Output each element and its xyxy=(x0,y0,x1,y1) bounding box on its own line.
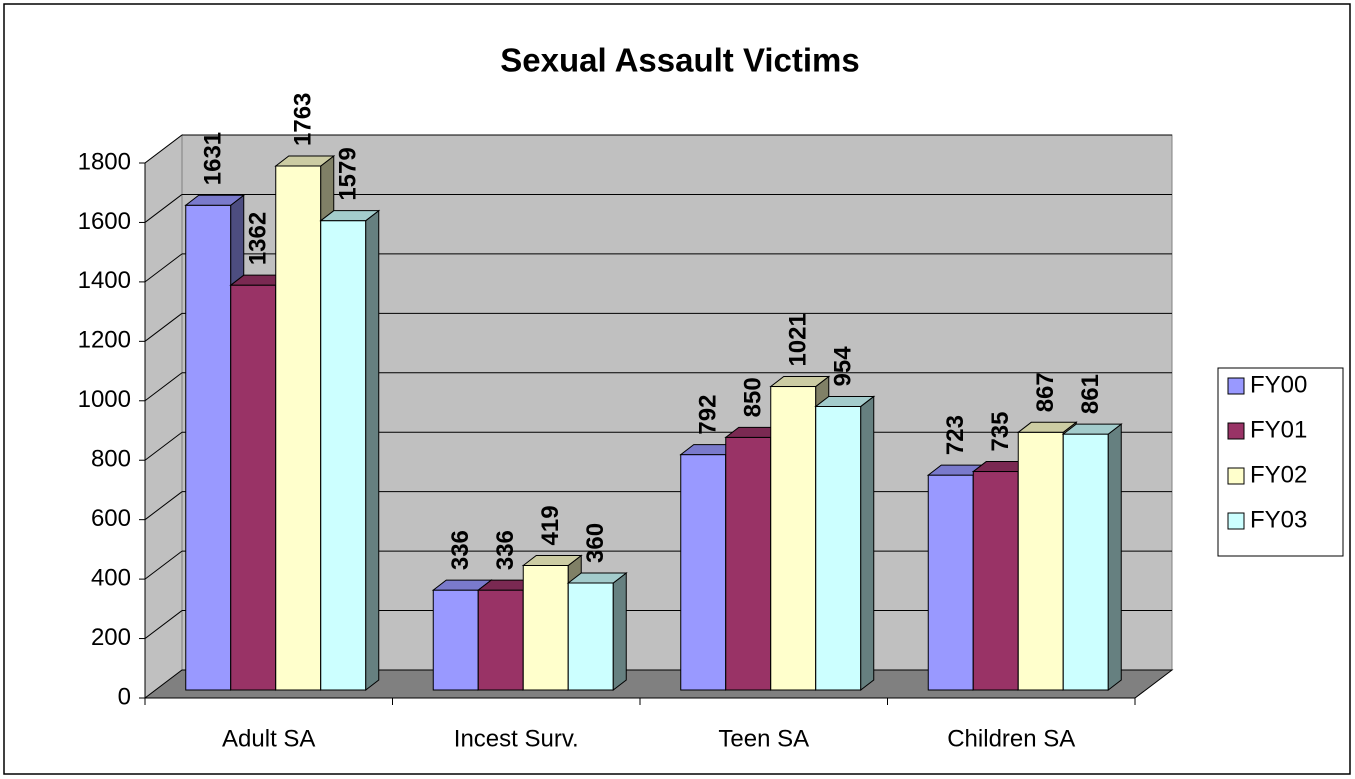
data-label: 850 xyxy=(740,377,767,417)
bar-top xyxy=(274,155,336,167)
grid-line-side xyxy=(144,431,183,461)
y-tick-label: 1800 xyxy=(78,148,131,175)
legend-label: FY03 xyxy=(1250,506,1307,533)
bar-top xyxy=(521,554,583,566)
data-label: 336 xyxy=(447,530,474,570)
bar-front xyxy=(522,564,569,691)
x-tick-label: Adult SA xyxy=(222,725,315,752)
grid-line-side xyxy=(144,312,183,342)
legend-swatch xyxy=(1227,512,1245,530)
bar-front xyxy=(275,165,322,691)
bar-front xyxy=(1017,431,1064,691)
bar-top xyxy=(184,194,246,206)
legend-label: FY00 xyxy=(1250,371,1307,398)
bar-side xyxy=(612,571,627,692)
bar-front xyxy=(230,284,277,691)
bar-front xyxy=(815,405,862,691)
y-tick-label: 800 xyxy=(91,446,131,473)
grid-line-side xyxy=(144,491,183,521)
data-label: 792 xyxy=(695,395,722,435)
data-label: 735 xyxy=(987,411,1014,451)
y-tick-label: 400 xyxy=(91,564,131,591)
legend-swatch xyxy=(1227,422,1245,440)
bar-front xyxy=(185,204,232,691)
bar-front xyxy=(680,454,727,691)
data-label: 360 xyxy=(582,523,609,563)
bar-front xyxy=(1062,433,1109,691)
bar-front xyxy=(567,582,614,691)
data-label: 419 xyxy=(537,505,564,545)
data-label: 1362 xyxy=(245,212,272,265)
bar-front xyxy=(725,436,772,691)
grid-line-side xyxy=(144,253,183,283)
bar-front xyxy=(972,471,1019,691)
y-tick-label: 1600 xyxy=(78,208,131,235)
legend-swatch xyxy=(1227,467,1245,485)
data-label: 336 xyxy=(492,530,519,570)
y-tick-label: 1400 xyxy=(78,267,131,294)
data-label: 1763 xyxy=(290,93,317,146)
side-wall xyxy=(144,133,183,700)
bar-side xyxy=(1107,423,1122,692)
y-tick-label: 1200 xyxy=(78,327,131,354)
bar-side xyxy=(860,395,875,692)
y-tick-label: 1000 xyxy=(78,386,131,413)
bar-top xyxy=(566,572,628,584)
data-label: 867 xyxy=(1032,372,1059,412)
x-tick-label: Teen SA xyxy=(718,725,809,752)
grid-line-side xyxy=(144,372,183,402)
bar-top xyxy=(1016,421,1078,433)
grid-line-side xyxy=(144,194,183,223)
y-tick-label: 0 xyxy=(118,683,131,710)
data-label: 723 xyxy=(942,415,969,455)
bar-front xyxy=(770,386,817,691)
grid-line-side xyxy=(144,134,183,164)
grid-line-side xyxy=(144,550,183,580)
data-label: 1579 xyxy=(335,147,362,200)
bar-top xyxy=(319,210,381,222)
x-tick-label: Children SA xyxy=(947,725,1075,752)
bar-top xyxy=(814,395,876,407)
bar-top xyxy=(769,376,831,388)
bar-top xyxy=(1061,423,1123,435)
x-tick-label: Incest Surv. xyxy=(454,725,579,752)
legend-label: FY01 xyxy=(1250,416,1307,443)
y-tick-label: 600 xyxy=(91,505,131,532)
legend-swatch xyxy=(1227,377,1245,395)
chart-title: Sexual Assault Victims xyxy=(500,42,860,79)
bar-front xyxy=(477,589,524,691)
bar-front xyxy=(432,589,479,691)
data-label: 1021 xyxy=(785,313,812,366)
data-label: 954 xyxy=(830,346,857,387)
grid-line-side xyxy=(144,610,183,639)
data-label: 861 xyxy=(1077,374,1104,414)
legend-label: FY02 xyxy=(1250,461,1307,488)
data-label: 1631 xyxy=(200,132,227,185)
bar-front xyxy=(927,474,974,691)
bar-side xyxy=(365,209,380,692)
y-tick-label: 200 xyxy=(91,624,131,651)
bar-front xyxy=(320,220,367,691)
